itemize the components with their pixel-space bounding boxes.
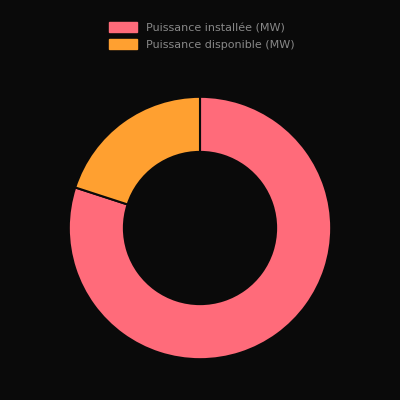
Wedge shape: [75, 97, 200, 204]
Wedge shape: [69, 97, 331, 359]
Legend: Puissance installée (MW), Puissance disponible (MW): Puissance installée (MW), Puissance disp…: [106, 19, 298, 53]
